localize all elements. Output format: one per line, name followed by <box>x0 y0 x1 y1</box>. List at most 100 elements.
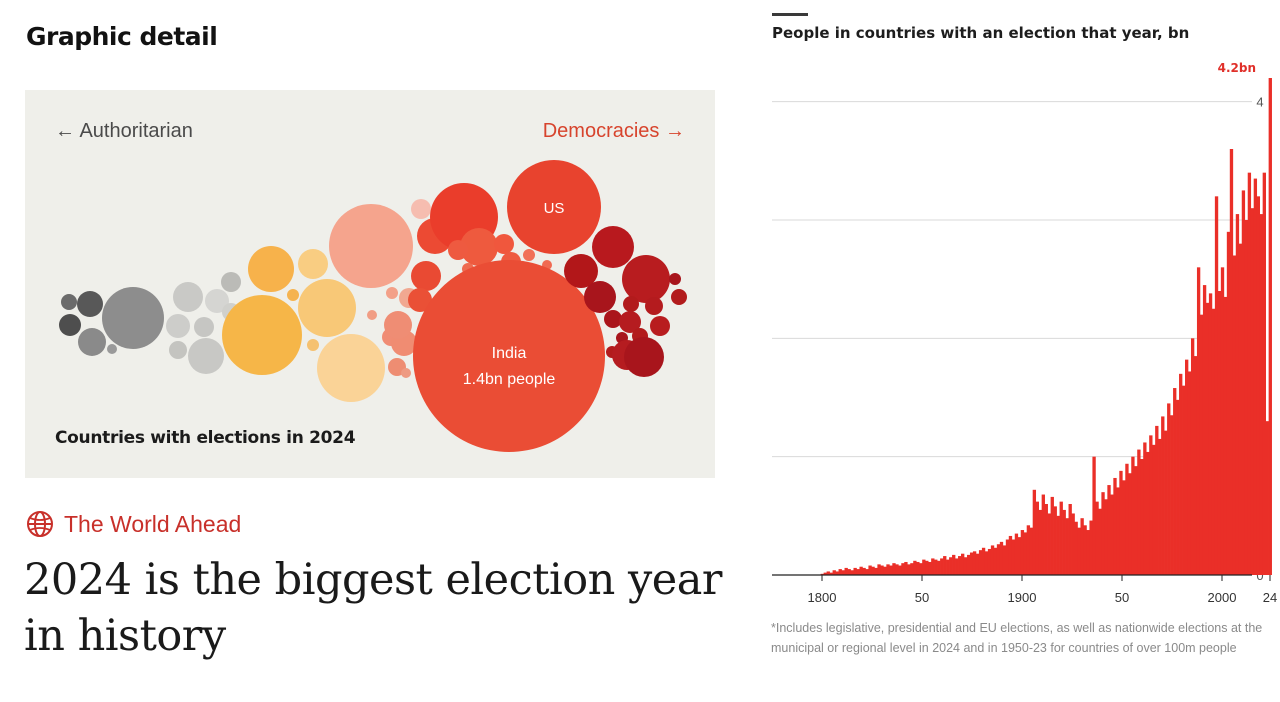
bar <box>874 567 878 575</box>
country-bubble <box>401 368 411 378</box>
bar <box>1023 532 1028 575</box>
bar <box>853 567 857 575</box>
bar <box>1062 509 1066 575</box>
bar <box>844 567 848 575</box>
bar <box>1125 463 1129 575</box>
country-bubble <box>329 204 413 288</box>
bar <box>1173 388 1177 575</box>
country-bubble <box>386 287 398 299</box>
bar <box>963 557 968 575</box>
kicker[interactable]: The World Ahead <box>26 510 241 538</box>
bar <box>937 560 941 575</box>
bar <box>865 569 869 575</box>
bar <box>892 563 896 575</box>
country-bubble <box>59 314 81 336</box>
bar <box>850 570 854 575</box>
x-tick-label: 1800 <box>808 590 837 605</box>
bar <box>1029 527 1034 575</box>
globe-icon <box>27 511 53 537</box>
bar <box>990 545 995 575</box>
country-bubble <box>622 255 670 303</box>
bar <box>1140 459 1144 575</box>
bar <box>1065 518 1069 575</box>
bar <box>1185 359 1189 575</box>
bar <box>868 565 872 575</box>
country-bubble <box>623 296 639 312</box>
bar <box>1008 535 1013 575</box>
bar <box>1044 504 1048 575</box>
chart-footnote: *Includes legislative, presidential and … <box>771 621 1263 655</box>
bar <box>1071 513 1075 575</box>
bar <box>1164 430 1168 575</box>
bar <box>1104 499 1108 575</box>
bar <box>859 566 863 575</box>
bar <box>1002 545 1007 575</box>
country-bubble <box>592 226 634 268</box>
bar <box>952 554 956 575</box>
bar <box>1193 356 1198 575</box>
bar <box>862 567 866 575</box>
bar <box>880 565 884 575</box>
country-bubble <box>411 261 441 291</box>
bar <box>898 565 902 575</box>
bar <box>871 566 875 575</box>
country-bubble <box>222 295 302 375</box>
country-bubble <box>205 289 229 313</box>
country-bubble <box>494 234 514 254</box>
country-bubble <box>624 337 664 377</box>
bar <box>1253 178 1258 575</box>
country-bubble <box>194 317 214 337</box>
bar <box>832 570 836 575</box>
x-tick-label: 1900 <box>1008 590 1037 605</box>
bar <box>823 572 827 575</box>
bar <box>1032 489 1037 575</box>
bar <box>1205 302 1210 575</box>
bar <box>1035 501 1040 575</box>
bar <box>1229 149 1234 575</box>
bar <box>1038 509 1042 575</box>
chart-title: People in countries with an election tha… <box>772 24 1190 42</box>
bar <box>1116 487 1120 575</box>
country-bubble <box>307 339 319 351</box>
x-tick-label: 50 <box>1115 590 1129 605</box>
bar <box>1158 438 1162 575</box>
bar <box>1056 515 1060 575</box>
country-bubble <box>188 338 224 374</box>
bar <box>1074 521 1078 575</box>
bar <box>1179 373 1183 575</box>
country-bubble <box>448 240 468 260</box>
bar <box>1265 421 1269 575</box>
bar <box>895 564 899 575</box>
peak-value-label: 4.2bn <box>1218 61 1256 75</box>
bar <box>1137 449 1141 575</box>
bar <box>922 559 926 575</box>
country-bubble <box>584 281 616 313</box>
bars <box>820 78 1272 576</box>
country-bubble <box>507 160 601 254</box>
x-tick-label: 50 <box>915 590 929 605</box>
bar <box>1080 518 1084 575</box>
headline[interactable]: 2024 is the biggest election year in his… <box>24 555 722 661</box>
bar <box>1095 501 1099 575</box>
bar <box>984 551 989 575</box>
x-tick-label: 24 <box>1263 590 1277 605</box>
bar <box>1262 172 1266 575</box>
bar <box>1238 243 1243 575</box>
bar-chart: 012341800501900502000244.2bn <box>772 61 1277 605</box>
bar <box>1176 399 1180 575</box>
bar <box>1167 403 1171 575</box>
bar <box>1199 314 1204 575</box>
bar <box>1217 291 1222 575</box>
bubble-chart: India 1.4bn people US <box>59 160 687 452</box>
bar <box>934 559 938 575</box>
bar <box>1068 504 1072 575</box>
bar <box>1143 442 1147 575</box>
bar <box>1223 296 1228 575</box>
bar <box>1131 456 1135 575</box>
bar <box>1232 255 1237 575</box>
kicker-label: The World Ahead <box>64 510 242 537</box>
bar <box>955 558 959 575</box>
bar <box>877 564 881 575</box>
bar <box>975 553 980 575</box>
bar <box>1110 494 1114 575</box>
